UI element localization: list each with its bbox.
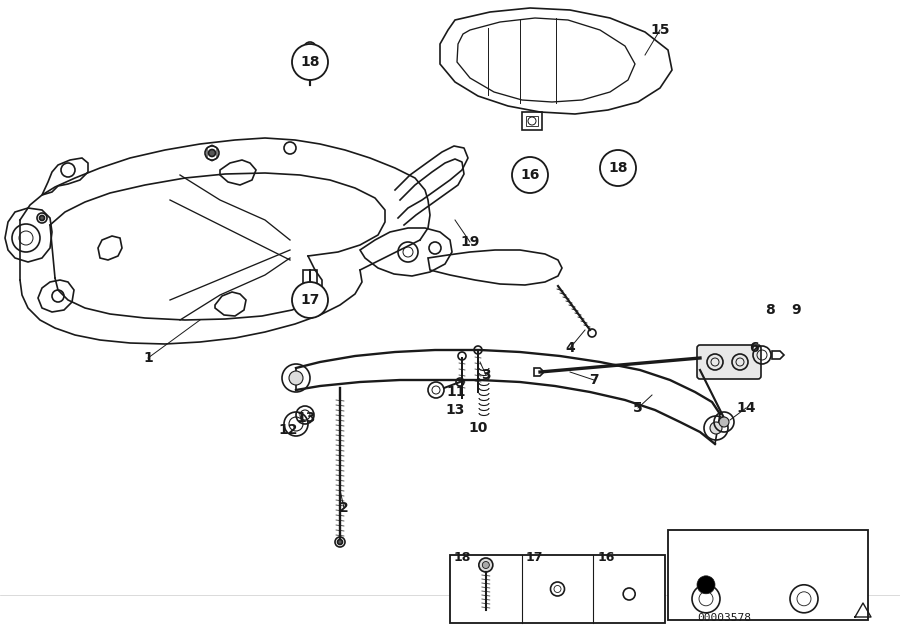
Text: 00003578: 00003578 [697,613,751,623]
Text: 11: 11 [446,385,466,399]
Text: 5: 5 [633,401,643,415]
Circle shape [600,150,636,186]
Circle shape [289,371,303,385]
Text: 17: 17 [301,293,320,307]
Polygon shape [616,569,644,611]
Circle shape [697,576,715,594]
Text: 3: 3 [482,368,490,382]
Circle shape [482,561,490,568]
Text: 4: 4 [565,341,575,355]
Circle shape [710,422,722,434]
Text: 1: 1 [143,351,153,365]
Circle shape [479,558,493,572]
Text: 6: 6 [749,341,759,355]
Circle shape [338,540,343,544]
Text: 16: 16 [598,551,615,564]
Circle shape [209,149,215,156]
Circle shape [307,45,313,51]
Text: 14: 14 [736,401,756,415]
Text: 10: 10 [468,421,488,435]
Polygon shape [619,571,639,585]
Polygon shape [539,575,575,603]
Circle shape [292,44,328,80]
Text: 19: 19 [460,235,480,249]
Text: 18: 18 [301,55,320,69]
Circle shape [292,282,328,318]
Text: 15: 15 [650,23,670,37]
Text: 2: 2 [339,501,349,515]
Text: 7: 7 [590,373,598,387]
Bar [668,530,868,620]
Bar [450,555,665,623]
Text: 17: 17 [526,551,544,564]
Text: 12: 12 [278,423,298,437]
Text: 18: 18 [454,551,472,564]
Circle shape [40,215,44,220]
Circle shape [615,154,621,160]
Text: 16: 16 [520,168,540,182]
Text: 9: 9 [791,303,801,317]
FancyBboxPatch shape [697,345,761,379]
Text: 13: 13 [296,411,316,425]
Text: 13: 13 [446,403,464,417]
Text: 8: 8 [765,303,775,317]
Circle shape [512,157,548,193]
Circle shape [719,417,729,427]
Text: 18: 18 [608,161,628,175]
